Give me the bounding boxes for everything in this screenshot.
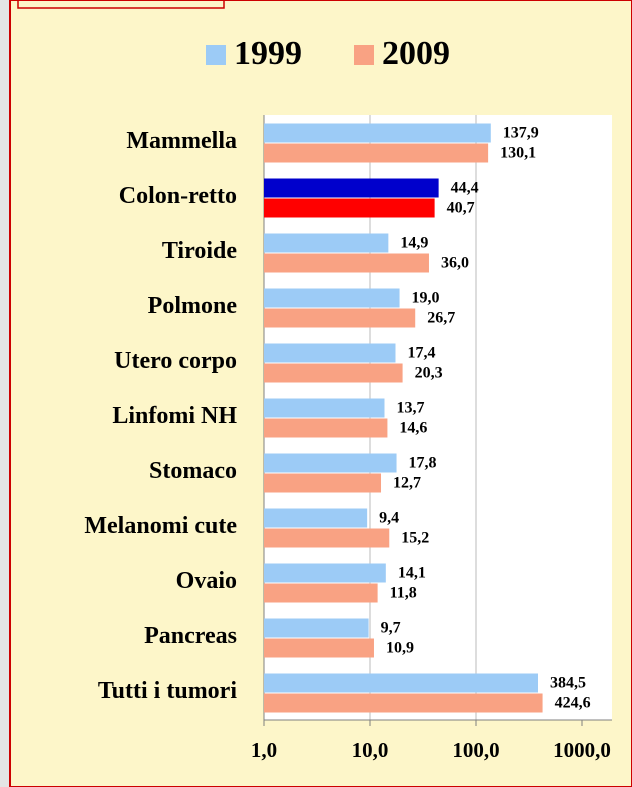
bar bbox=[264, 198, 435, 218]
value-label: 424,6 bbox=[555, 695, 591, 712]
value-label: 20,3 bbox=[415, 365, 443, 382]
value-label: 10,9 bbox=[386, 640, 414, 657]
bar bbox=[264, 123, 491, 143]
value-label: 17,8 bbox=[409, 455, 437, 472]
value-label: 14,9 bbox=[400, 235, 428, 252]
x-tick-label: 1000,0 bbox=[553, 738, 611, 762]
value-label: 19,0 bbox=[412, 290, 440, 307]
legend-swatch bbox=[354, 45, 374, 65]
value-label: 137,9 bbox=[503, 125, 539, 142]
bar bbox=[264, 143, 489, 163]
bar bbox=[264, 638, 374, 658]
legend-label: 1999 bbox=[234, 35, 302, 72]
y-tick-label: Pancreas bbox=[144, 623, 237, 649]
y-tick-label: Linfomi NH bbox=[112, 403, 237, 429]
value-label: 14,1 bbox=[398, 565, 426, 582]
value-label: 40,7 bbox=[447, 200, 475, 217]
bar bbox=[264, 418, 388, 438]
bar bbox=[264, 618, 369, 638]
value-label: 17,4 bbox=[407, 345, 435, 362]
y-tick-label: Tutti i tumori bbox=[98, 678, 237, 704]
legend-label: 2009 bbox=[382, 35, 450, 72]
bar bbox=[264, 343, 396, 363]
bar bbox=[264, 288, 400, 308]
y-tick-label: Tiroide bbox=[162, 238, 237, 264]
bar bbox=[264, 253, 429, 273]
x-tick-label: 10,0 bbox=[352, 738, 389, 762]
bar bbox=[264, 178, 439, 198]
bar bbox=[264, 563, 386, 583]
bar bbox=[264, 508, 368, 528]
value-label: 13,7 bbox=[396, 400, 424, 417]
y-tick-label: Polmone bbox=[148, 293, 238, 319]
value-label: 11,8 bbox=[390, 585, 417, 602]
value-label: 26,7 bbox=[427, 310, 455, 327]
bar bbox=[264, 583, 378, 603]
bar bbox=[264, 398, 385, 418]
bar bbox=[264, 528, 390, 548]
value-label: 44,4 bbox=[451, 180, 479, 197]
value-label: 15,2 bbox=[401, 530, 429, 547]
y-tick-label: Utero corpo bbox=[114, 348, 237, 374]
value-label: 12,7 bbox=[393, 475, 421, 492]
value-label: 14,6 bbox=[399, 420, 427, 437]
bar bbox=[264, 308, 416, 328]
x-tick-label: 1,0 bbox=[251, 738, 277, 762]
bar bbox=[264, 693, 543, 713]
bar bbox=[264, 233, 389, 253]
value-label: 384,5 bbox=[550, 675, 586, 692]
value-label: 130,1 bbox=[500, 145, 536, 162]
bar bbox=[264, 453, 397, 473]
y-tick-label: Colon-retto bbox=[119, 183, 237, 209]
y-tick-label: Stomaco bbox=[149, 458, 237, 484]
value-label: 36,0 bbox=[441, 255, 469, 272]
legend-swatch bbox=[206, 45, 226, 65]
value-label: 9,7 bbox=[381, 620, 401, 637]
bar bbox=[264, 673, 538, 693]
y-tick-label: Melanomi cute bbox=[84, 513, 237, 539]
header-box bbox=[17, 0, 225, 9]
x-tick-label: 100,0 bbox=[452, 738, 499, 762]
value-label: 9,4 bbox=[379, 510, 399, 527]
y-tick-label: Mammella bbox=[126, 128, 237, 154]
y-tick-label: Ovaio bbox=[176, 568, 237, 594]
bar bbox=[264, 473, 382, 493]
bar bbox=[264, 363, 403, 383]
